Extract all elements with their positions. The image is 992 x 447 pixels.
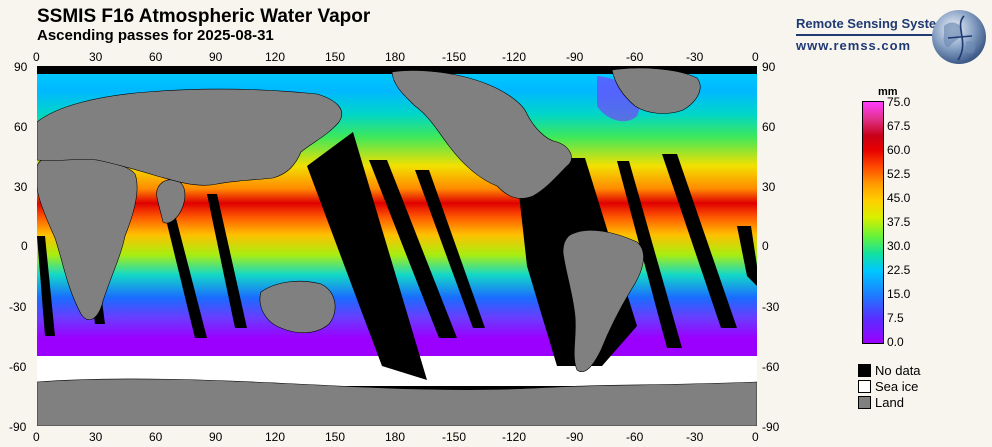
lon-tick-top: -120: [502, 50, 527, 64]
lon-tick-bottom: 0: [33, 430, 40, 444]
lat-tick-right: 30: [762, 180, 776, 194]
lon-tick-bottom: 30: [89, 430, 103, 444]
legend-swatch: [858, 380, 871, 393]
legend-label: Sea ice: [875, 379, 919, 394]
lon-tick-top: 180: [385, 50, 406, 64]
lat-tick-left: 30: [14, 180, 28, 194]
lon-tick-top: 90: [209, 50, 223, 64]
brand-underline: [796, 34, 946, 36]
lat-tick-left: 0: [21, 239, 28, 253]
lon-tick-bottom: 150: [325, 430, 346, 444]
legend-swatch: [858, 364, 871, 377]
colorbar-label: 75.0: [887, 95, 911, 109]
lon-tick-top: 60: [149, 50, 163, 64]
lat-tick-right: -90: [762, 420, 780, 434]
lon-tick-top: -90: [566, 50, 584, 64]
lat-tick-left: -60: [9, 360, 27, 374]
brand-block[interactable]: Remote Sensing Systems www.remss.com: [796, 16, 986, 60]
legend-label: Land: [875, 395, 904, 410]
lon-tick-bottom: -60: [626, 430, 644, 444]
lon-tick-bottom: -150: [442, 430, 467, 444]
colorbar-label: 22.5: [887, 263, 911, 277]
lon-tick-top: 0: [33, 50, 40, 64]
lon-tick-bottom: 60: [149, 430, 163, 444]
lat-tick-left: 90: [14, 60, 28, 74]
lon-tick-bottom: -120: [502, 430, 527, 444]
colorbar-label: 37.5: [887, 215, 911, 229]
lon-tick-top: 150: [325, 50, 346, 64]
antarctica: [37, 378, 757, 426]
lon-tick-bottom: 180: [385, 430, 406, 444]
legend-label: No data: [875, 363, 921, 378]
lon-tick-top: -60: [626, 50, 644, 64]
map-canvas: [37, 66, 757, 426]
lon-tick-bottom: 120: [265, 430, 286, 444]
colorbar-label: 45.0: [887, 191, 911, 205]
colorbar-label: 15.0: [887, 287, 911, 301]
lon-tick-bottom: 0: [752, 430, 759, 444]
water-vapor-map[interactable]: [37, 66, 757, 426]
lon-tick-bottom: 90: [209, 430, 223, 444]
lat-tick-right: 60: [762, 120, 776, 134]
colorbar-label: 30.0: [887, 239, 911, 253]
cold-vapor-patch: [597, 76, 640, 122]
lon-tick-top: -30: [686, 50, 704, 64]
south-america: [562, 229, 644, 372]
australia: [259, 280, 336, 334]
lon-tick-bottom: -30: [686, 430, 704, 444]
lat-tick-left: 60: [14, 120, 28, 134]
colorbar-label: 7.5: [887, 311, 904, 325]
lon-tick-top: 0: [752, 50, 759, 64]
lat-tick-left: -90: [9, 420, 27, 434]
colorbar-label: 0.0: [887, 335, 904, 349]
eurasia: [37, 88, 343, 186]
greenland: [611, 67, 701, 114]
lon-tick-top: 30: [89, 50, 103, 64]
brand-url[interactable]: www.remss.com: [796, 38, 912, 53]
map-subtitle: Ascending passes for 2025-08-31: [37, 27, 274, 44]
lon-tick-top: 120: [265, 50, 286, 64]
india: [156, 179, 186, 224]
north-america: [391, 70, 572, 199]
globe-logo-icon: [932, 10, 986, 64]
colorbar-label: 67.5: [887, 119, 911, 133]
colorbar: [862, 101, 884, 344]
brand-name: Remote Sensing Systems: [796, 16, 955, 31]
lon-tick-bottom: -90: [566, 430, 584, 444]
legend-swatch: [858, 396, 871, 409]
lon-tick-top: -150: [442, 50, 467, 64]
colorbar-label: 60.0: [887, 143, 911, 157]
lat-tick-left: -30: [9, 300, 27, 314]
colorbar-unit: mm: [878, 86, 898, 98]
lat-tick-right: -30: [762, 300, 780, 314]
colorbar-label: 52.5: [887, 167, 911, 181]
lat-tick-right: -60: [762, 360, 780, 374]
land-masses: [37, 67, 757, 426]
map-title: SSMIS F16 Atmospheric Water Vapor: [37, 6, 371, 27]
lat-tick-right: 0: [762, 239, 769, 253]
lat-tick-right: 90: [762, 60, 776, 74]
